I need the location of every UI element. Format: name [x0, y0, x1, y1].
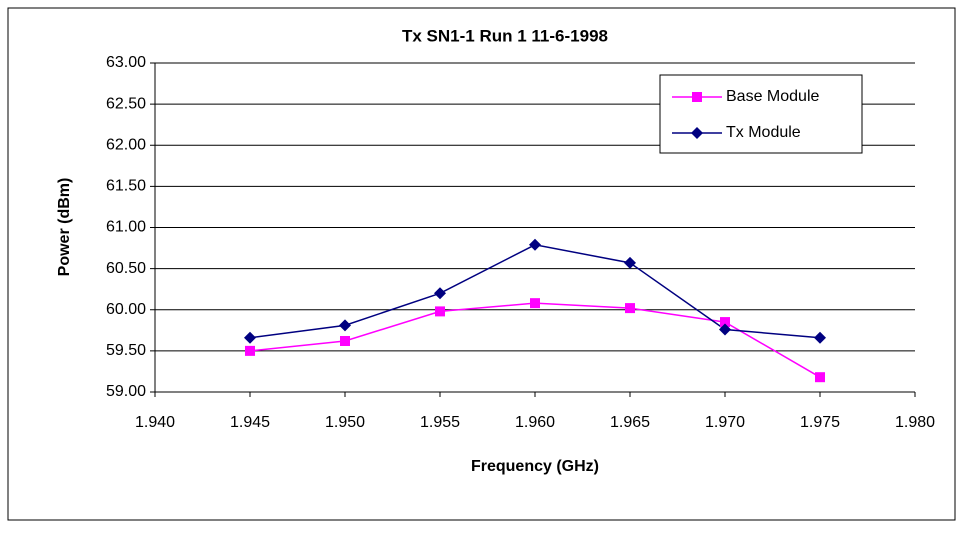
marker-square [245, 345, 255, 356]
x-tick-label: 1.965 [610, 414, 650, 431]
y-tick-label: 59.50 [106, 342, 146, 359]
y-tick-label: 62.00 [106, 136, 146, 153]
x-tick-label: 1.945 [230, 414, 270, 431]
marker-diamond [434, 287, 446, 300]
y-tick-label: 60.00 [106, 301, 146, 318]
marker-square [435, 306, 445, 317]
marker-square [692, 92, 702, 102]
marker-square [340, 336, 350, 347]
y-tick-label: 63.00 [106, 54, 146, 71]
marker-square [530, 298, 540, 309]
x-tick-label: 1.970 [705, 414, 745, 431]
marker-diamond [814, 331, 826, 344]
y-tick-label: 60.50 [106, 260, 146, 277]
y-tick-label: 61.50 [106, 178, 146, 195]
marker-square [625, 303, 635, 314]
marker-diamond [244, 331, 256, 344]
x-tick-label: 1.960 [515, 414, 555, 431]
y-tick-label: 62.50 [106, 95, 146, 112]
x-tick-label: 1.980 [895, 414, 935, 431]
y-tick-label: 59.00 [106, 383, 146, 400]
marker-diamond [529, 238, 541, 251]
marker-diamond [719, 323, 731, 336]
x-tick-label: 1.950 [325, 414, 365, 431]
y-axis-label: Power (dBm) [56, 178, 73, 277]
marker-diamond [624, 256, 636, 269]
marker-square [720, 317, 730, 328]
x-tick-label: 1.955 [420, 414, 460, 431]
legend-label: Tx Module [726, 124, 801, 141]
legend-label: Base Module [726, 88, 819, 105]
y-tick-label: 61.00 [106, 219, 146, 236]
x-axis-label: Frequency (GHz) [471, 458, 599, 475]
x-tick-label: 1.940 [135, 414, 175, 431]
marker-square [815, 372, 825, 383]
legend-box [659, 74, 863, 154]
marker-diamond [691, 127, 703, 139]
chart-title: Tx SN1-1 Run 1 11-6-1998 [402, 26, 608, 45]
x-tick-label: 1.975 [800, 414, 840, 431]
marker-diamond [339, 319, 351, 332]
